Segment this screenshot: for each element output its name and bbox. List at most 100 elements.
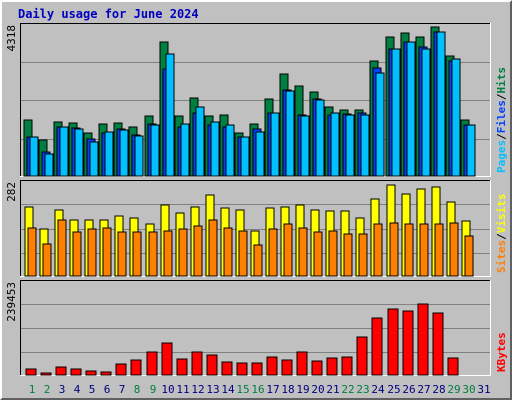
bar-pages-day-23 <box>360 114 370 177</box>
bar-kbytes-day-19 <box>296 351 308 376</box>
bar-kbytes-day-23 <box>356 336 368 376</box>
bar-kbytes-day-3 <box>55 366 67 376</box>
x-tick-label-day-31: 31 <box>477 383 490 396</box>
bar-pages-day-13 <box>210 121 220 177</box>
bar-kbytes-day-13 <box>206 354 218 376</box>
bar-kbytes-day-1 <box>25 368 37 376</box>
bar-sites-day-27 <box>419 223 429 277</box>
bar-kbytes-day-8 <box>130 359 142 376</box>
bar-pages-day-19 <box>300 115 310 177</box>
bar-sites-day-10 <box>163 230 173 277</box>
bar-sites-day-5 <box>87 228 97 277</box>
bar-sites-day-2 <box>42 243 52 277</box>
legend-entry: Sites <box>495 240 508 273</box>
bar-sites-day-14 <box>223 227 233 277</box>
bar-kbytes-day-10 <box>161 342 173 376</box>
bar-sites-day-26 <box>404 223 414 277</box>
bar-kbytes-day-27 <box>417 303 429 376</box>
bar-kbytes-day-21 <box>326 357 338 376</box>
bar-sites-day-24 <box>373 223 383 277</box>
bar-sites-day-3 <box>57 219 67 277</box>
panel-1-legend: Pages/Files/Hits <box>495 67 508 173</box>
x-tick-label-day-8: 8 <box>134 383 141 396</box>
bar-sites-day-28 <box>434 223 444 277</box>
bar-pages-day-8 <box>134 135 144 177</box>
bar-sites-day-9 <box>148 231 158 277</box>
bar-sites-day-6 <box>102 227 112 277</box>
legend-entry: Pages <box>495 140 508 173</box>
bar-pages-day-26 <box>406 41 416 177</box>
legend-entry: KBytes <box>495 332 508 372</box>
bar-kbytes-day-22 <box>341 356 353 376</box>
bar-kbytes-day-7 <box>115 363 127 376</box>
chart-title: Daily usage for June 2024 <box>18 7 199 21</box>
bar-sites-day-23 <box>358 233 368 277</box>
bar-kbytes-day-25 <box>387 308 399 376</box>
x-tick-label-day-15: 15 <box>236 383 249 396</box>
bar-kbytes-day-4 <box>70 368 82 376</box>
bar-pages-day-29 <box>451 58 461 177</box>
bar-sites-day-20 <box>313 231 323 277</box>
x-tick-label-day-21: 21 <box>326 383 339 396</box>
x-tick-label-day-12: 12 <box>191 383 204 396</box>
bar-pages-day-4 <box>74 128 84 177</box>
bar-sites-day-21 <box>328 230 338 277</box>
x-tick-label-day-18: 18 <box>281 383 294 396</box>
bar-sites-day-25 <box>389 222 399 277</box>
bar-kbytes-day-2 <box>40 372 52 376</box>
bar-kbytes-day-6 <box>100 371 112 376</box>
x-tick-label-day-2: 2 <box>44 383 51 396</box>
bar-pages-day-11 <box>180 123 190 177</box>
bar-pages-day-10 <box>165 53 175 177</box>
x-tick-label-day-16: 16 <box>251 383 264 396</box>
legend-entry: Files <box>495 100 508 133</box>
bar-pages-day-28 <box>436 31 446 177</box>
bar-kbytes-day-18 <box>281 359 293 376</box>
bar-kbytes-day-28 <box>432 312 444 376</box>
x-tick-label-day-6: 6 <box>104 383 111 396</box>
bar-kbytes-day-15 <box>236 362 248 376</box>
bar-sites-day-16 <box>253 244 263 277</box>
bar-pages-day-14 <box>225 124 235 177</box>
panel-2-legend: Sites/Visits <box>495 194 508 274</box>
x-tick-label-day-25: 25 <box>387 383 400 396</box>
bar-sites-day-4 <box>72 231 82 277</box>
x-tick-label-day-24: 24 <box>371 383 385 396</box>
bar-pages-day-20 <box>315 99 325 177</box>
x-tick-label-day-4: 4 <box>74 383 81 396</box>
bar-kbytes-day-17 <box>266 356 278 376</box>
bar-kbytes-day-24 <box>371 317 383 376</box>
bar-kbytes-day-16 <box>251 362 263 376</box>
bar-kbytes-day-26 <box>402 310 414 376</box>
legend-entry: / <box>495 133 508 140</box>
legend-entry: Visits <box>495 194 508 234</box>
bar-pages-day-2 <box>44 153 54 177</box>
panel-3-legend: KBytes <box>495 332 508 372</box>
x-tick-label-day-13: 13 <box>206 383 219 396</box>
panel-1-ymax-label: 4318 <box>5 25 18 52</box>
bar-kbytes-day-29 <box>447 357 459 376</box>
bar-sites-day-30 <box>464 235 474 277</box>
bar-pages-day-30 <box>466 124 476 177</box>
x-tick-label-day-19: 19 <box>296 383 309 396</box>
bar-sites-day-7 <box>117 231 127 277</box>
x-tick-label-day-26: 26 <box>402 383 415 396</box>
bar-kbytes-day-5 <box>85 370 97 376</box>
bar-kbytes-day-12 <box>191 351 203 376</box>
bar-kbytes-day-14 <box>221 361 233 376</box>
bar-sites-day-13 <box>208 219 218 277</box>
x-tick-label-day-5: 5 <box>89 383 96 396</box>
bar-sites-day-19 <box>298 227 308 277</box>
bar-pages-day-22 <box>345 114 355 177</box>
x-tick-label-day-3: 3 <box>59 383 66 396</box>
bar-sites-day-12 <box>193 225 203 277</box>
legend-entry: / <box>495 233 508 240</box>
x-tick-label-day-28: 28 <box>432 383 445 396</box>
bar-pages-day-18 <box>285 90 295 177</box>
bar-sites-day-17 <box>268 228 278 277</box>
bar-sites-day-11 <box>178 228 188 277</box>
bar-pages-day-9 <box>150 124 160 177</box>
legend-entry: / <box>495 93 508 100</box>
bar-pages-day-17 <box>270 112 280 177</box>
